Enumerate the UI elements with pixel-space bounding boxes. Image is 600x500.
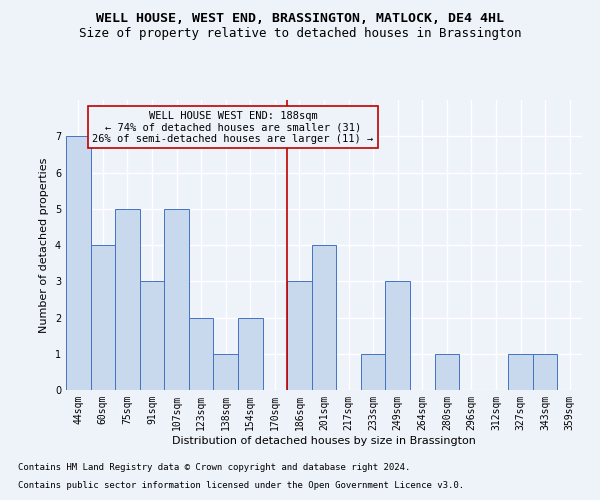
- Bar: [533, 354, 557, 390]
- Bar: [238, 318, 263, 390]
- Y-axis label: Number of detached properties: Number of detached properties: [40, 158, 49, 332]
- Bar: [214, 354, 238, 390]
- Bar: [66, 136, 91, 390]
- X-axis label: Distribution of detached houses by size in Brassington: Distribution of detached houses by size …: [172, 436, 476, 446]
- Text: Contains public sector information licensed under the Open Government Licence v3: Contains public sector information licen…: [18, 481, 464, 490]
- Bar: [312, 245, 336, 390]
- Bar: [140, 281, 164, 390]
- Text: Size of property relative to detached houses in Brassington: Size of property relative to detached ho…: [79, 28, 521, 40]
- Bar: [164, 209, 189, 390]
- Bar: [385, 281, 410, 390]
- Text: WELL HOUSE WEST END: 188sqm
← 74% of detached houses are smaller (31)
26% of sem: WELL HOUSE WEST END: 188sqm ← 74% of det…: [92, 110, 374, 144]
- Bar: [287, 281, 312, 390]
- Bar: [189, 318, 214, 390]
- Bar: [434, 354, 459, 390]
- Bar: [361, 354, 385, 390]
- Bar: [115, 209, 140, 390]
- Text: WELL HOUSE, WEST END, BRASSINGTON, MATLOCK, DE4 4HL: WELL HOUSE, WEST END, BRASSINGTON, MATLO…: [96, 12, 504, 26]
- Bar: [508, 354, 533, 390]
- Text: Contains HM Land Registry data © Crown copyright and database right 2024.: Contains HM Land Registry data © Crown c…: [18, 464, 410, 472]
- Bar: [91, 245, 115, 390]
